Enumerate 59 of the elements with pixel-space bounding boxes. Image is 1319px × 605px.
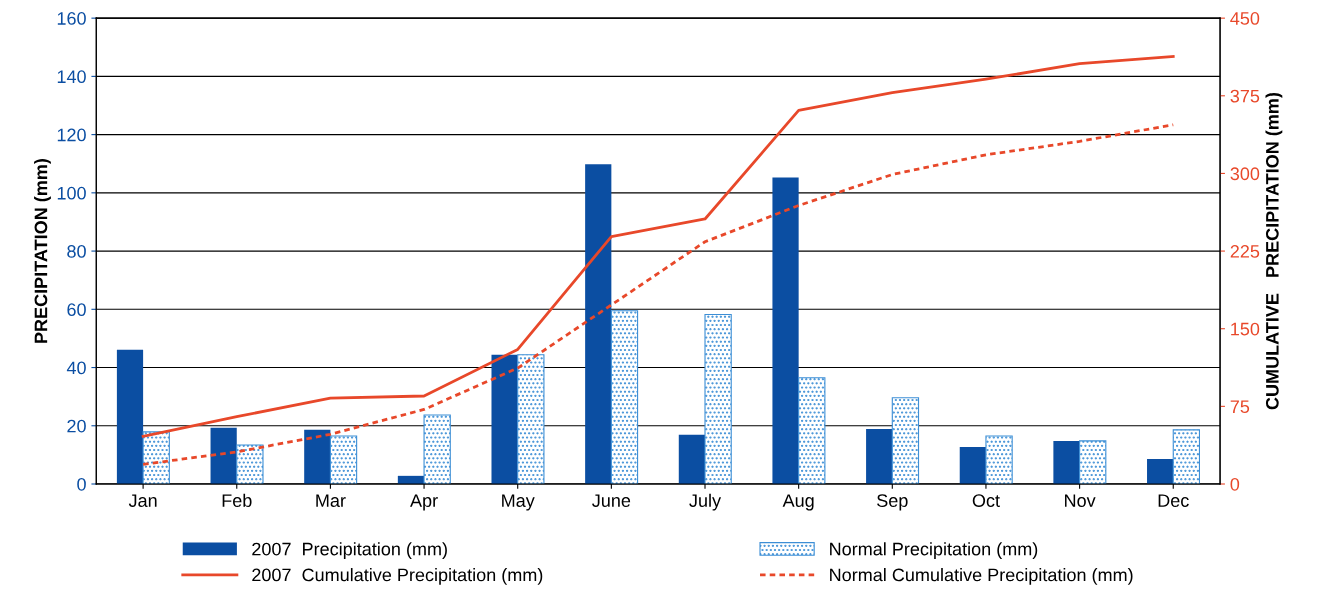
x-tick-label: Nov [1065,494,1096,507]
bar [423,414,451,484]
x-tick-label: Jan [128,494,157,507]
bar [142,431,170,484]
bar [329,435,358,484]
y-tick-label: 140 [57,70,86,84]
bar [798,377,826,484]
line-series [141,55,1175,438]
x-tick-label: Feb [222,493,252,507]
y2-tick-label: 225 [1230,245,1260,258]
x-tick-label: Sep [877,494,908,511]
bar [1147,458,1174,484]
bar [236,444,264,484]
x-tick-label: Dec [1158,494,1189,507]
bar [585,164,612,484]
bar [304,429,331,484]
y-tick-label: 120 [57,128,86,142]
legend-label: Normal Precipitation (mm) [830,542,1038,560]
bar [891,397,920,484]
x-tick-label: Mar [316,494,346,507]
legend-label: Normal Cumulative Precipitation (mm) [830,568,1133,585]
x-tick-label: July [689,493,722,511]
bar [772,177,799,484]
bar [959,447,986,484]
y-axis-title: PRECIPITATION (mm) [34,159,51,343]
bar [491,354,518,484]
y-tick-label: 160 [57,12,86,25]
x-tick-label: Aug [782,494,814,511]
bar [704,313,732,484]
y-tick-label: 60 [67,303,86,317]
y-tick-label: 40 [66,361,86,375]
y-tick-label: 0 [77,477,86,491]
bar [678,434,706,484]
y2-tick-label: 300 [1230,167,1260,181]
bar [1079,440,1107,484]
y-tick-label: 80 [67,245,86,258]
y-tick-label: 20 [67,419,86,433]
y2-tick-label: 75 [1230,400,1250,414]
bar [116,349,144,484]
y2-tick-label: 0 [1230,477,1240,491]
bar [517,354,545,484]
y2-tick-label: 150 [1231,322,1260,336]
legend-label: 2007 Cumulative Precipitation (mm) [252,568,543,585]
y2-axis-title: CUMULATIVE PRECIPITATION (mm) [1265,92,1283,410]
x-tick-label: Oct [972,494,1000,507]
y2-tick-label: 450 [1230,12,1260,25]
legend-label: 2007 Precipitation (mm) [252,542,447,560]
x-tick-label: May [502,494,535,511]
bar [210,427,237,484]
y-tick-label: 100 [57,186,86,200]
bar [1053,440,1080,484]
bar [985,435,1013,484]
y2-tick-label: 375 [1230,89,1260,103]
x-tick-label: Apr [410,494,438,511]
bar [866,428,893,484]
bar [1172,429,1201,484]
bar [610,310,639,484]
x-tick-label: June [592,494,631,507]
line-series [141,123,1175,466]
